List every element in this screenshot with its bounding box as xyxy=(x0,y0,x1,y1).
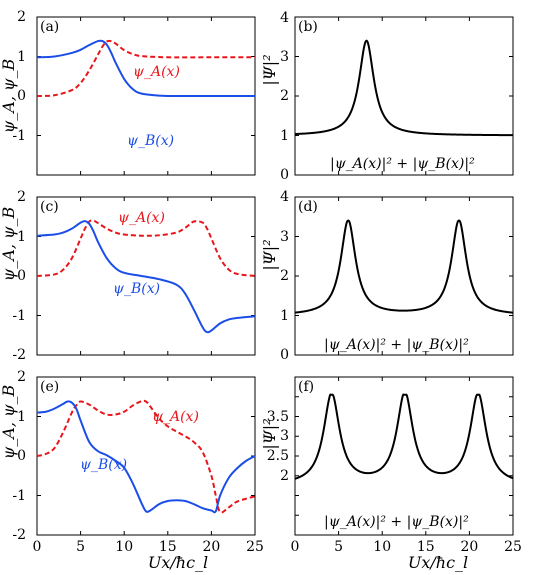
panel-b-ytick-3: 3 xyxy=(280,49,289,65)
panel-b-frame xyxy=(294,16,514,176)
panel-e-label: (e) xyxy=(40,379,59,395)
panel-c-ylabel: ψ_A, ψ_B xyxy=(0,206,18,281)
panel-a-series-psiA-line xyxy=(36,39,255,97)
panel-b-ytick-0: 0 xyxy=(280,167,289,183)
panel-d-ytick-4: 4 xyxy=(280,189,289,205)
panel-f-annotation-sum: |ψ_A(x)|² + |ψ_B(x)|² xyxy=(324,514,469,530)
panel-e-xtick-25: 25 xyxy=(246,539,264,555)
panel-f-series-density-line xyxy=(294,393,514,480)
panel-d-ytick-0: 0 xyxy=(280,347,289,363)
panel-a-ylabel: ψ_A, ψ_B xyxy=(0,58,18,133)
panel-e-ylabel: ψ_A, ψ_B xyxy=(0,384,18,459)
panel-d-annotation-sum: |ψ_A(x)|² + |ψ_B(x)|² xyxy=(324,337,469,353)
panel-a-series-psiB-line xyxy=(36,39,255,98)
panel-f-ytick-2: 2 xyxy=(280,468,289,484)
panel-c-label: (c) xyxy=(40,199,59,215)
panel-e-ytick-m2: -2 xyxy=(12,527,26,543)
panel-c: (c) 2 1 0 -1 -2 ψ_A, ψ_B ψ_A(x) ψ_B(x) xyxy=(0,189,256,363)
panel-e-plot xyxy=(36,376,256,536)
panel-f-xtick-15: 15 xyxy=(417,539,435,555)
panel-c-ytick-0: 0 xyxy=(17,268,26,284)
panel-a-annotation-psiA: ψ_A(x) xyxy=(133,64,180,80)
panel-d-ytick-3: 3 xyxy=(280,229,289,245)
panel-c-annotation-psiA: ψ_A(x) xyxy=(118,210,165,226)
panel-b-ytick-2: 2 xyxy=(280,88,289,104)
panel-e-annotation-psiB: ψ_B(x) xyxy=(80,457,127,473)
panel-d-ytick-2: 2 xyxy=(280,268,289,284)
panel-b-label: (b) xyxy=(298,19,318,35)
panel-b-annotation-sum: |ψ_A(x)|² + |ψ_B(x)|² xyxy=(330,156,475,172)
panel-b-ytick-1: 1 xyxy=(280,128,289,144)
panel-e-xtick-0: 0 xyxy=(33,539,42,555)
panel-a-label: (a) xyxy=(40,19,59,35)
panel-c-series-psiA-line xyxy=(36,219,256,277)
panel-b-plot xyxy=(294,16,514,176)
panel-e-xtick-5: 5 xyxy=(76,539,85,555)
panel-f-xtick-20: 20 xyxy=(460,539,478,555)
panel-f-xlabel: Ux/ħc_l xyxy=(408,553,468,572)
panel-c-ytick-m2: -2 xyxy=(12,347,26,363)
panel-f-plot xyxy=(294,376,514,536)
panel-d-ytick-1: 1 xyxy=(280,308,289,324)
panel-d-plot xyxy=(294,196,514,356)
panel-d: (d) 4 3 2 1 0 |Ψ|² |ψ_A(x)|² + |ψ_B(x)|² xyxy=(260,189,514,363)
panel-b-ytick-4: 4 xyxy=(280,10,289,26)
panel-b: (b) 4 3 2 1 0 |Ψ|² |ψ_A(x)|² + |ψ_B(x)|² xyxy=(260,10,514,183)
panel-c-ytick-2: 2 xyxy=(17,189,26,205)
panel-f: (f) 3.5 3 2.5 2 |Ψ|² 0 5 10 15 20 25 Ux/… xyxy=(260,376,522,572)
panel-b-ylabel: |Ψ|² xyxy=(260,54,279,85)
panel-c-ytick-1: 1 xyxy=(17,229,26,245)
panel-a-plot xyxy=(36,16,256,176)
panel-e-ytick-1: 1 xyxy=(17,409,26,425)
panel-f-xtick-25: 25 xyxy=(504,539,522,555)
panel-e-ytick-0: 0 xyxy=(17,448,26,464)
panel-a-annotation-psiB: ψ_B(x) xyxy=(127,133,174,149)
panel-e-ytick-m1: -1 xyxy=(12,488,26,504)
panel-d-series-density-line xyxy=(294,219,514,314)
panel-e: (e) 2 1 0 -1 -2 ψ_A, ψ_B 0 5 10 15 20 25… xyxy=(0,369,264,572)
panel-c-annotation-psiB: ψ_B(x) xyxy=(113,281,160,297)
panel-a: (a) 2 1 0 -1 ψ_A, ψ_B ψ_A(x) ψ_B(x) xyxy=(0,9,256,176)
panel-a-ytick-m1: -1 xyxy=(12,128,26,144)
panel-d-frame xyxy=(294,196,514,356)
panel-e-ytick-2: 2 xyxy=(17,369,26,385)
panel-c-series-psiB-line xyxy=(36,220,256,334)
panel-c-ytick-m1: -1 xyxy=(12,308,26,324)
panel-e-series-psiB-line xyxy=(36,400,256,514)
panel-e-xtick-15: 15 xyxy=(159,539,177,555)
panel-f-ytick-3p5: 3.5 xyxy=(267,409,289,425)
panel-f-xtick-0: 0 xyxy=(291,539,300,555)
panel-f-ytick-3: 3 xyxy=(280,428,289,444)
panel-f-ytick-2p5: 2.5 xyxy=(267,448,289,464)
panel-a-ytick-2: 2 xyxy=(17,9,26,25)
panel-e-xlabel: Ux/ħc_l xyxy=(148,553,208,572)
panel-a-ytick-1: 1 xyxy=(17,49,26,65)
panel-f-ylabel: |Ψ|² xyxy=(260,418,279,449)
panel-e-xtick-20: 20 xyxy=(202,539,220,555)
panel-e-series-psiA-line xyxy=(36,399,256,514)
panel-f-xtick-10: 10 xyxy=(373,539,391,555)
panel-c-plot xyxy=(36,196,256,356)
panel-d-ylabel: |Ψ|² xyxy=(260,239,279,270)
panel-b-series-density-line xyxy=(294,39,514,137)
panel-d-label: (d) xyxy=(298,199,318,215)
panel-f-xtick-5: 5 xyxy=(334,539,343,555)
panel-e-xtick-10: 10 xyxy=(115,539,133,555)
panel-a-ytick-0: 0 xyxy=(17,88,26,104)
panel-e-annotation-psiA: ψ_A(x) xyxy=(152,409,199,425)
panel-f-label: (f) xyxy=(298,379,314,395)
